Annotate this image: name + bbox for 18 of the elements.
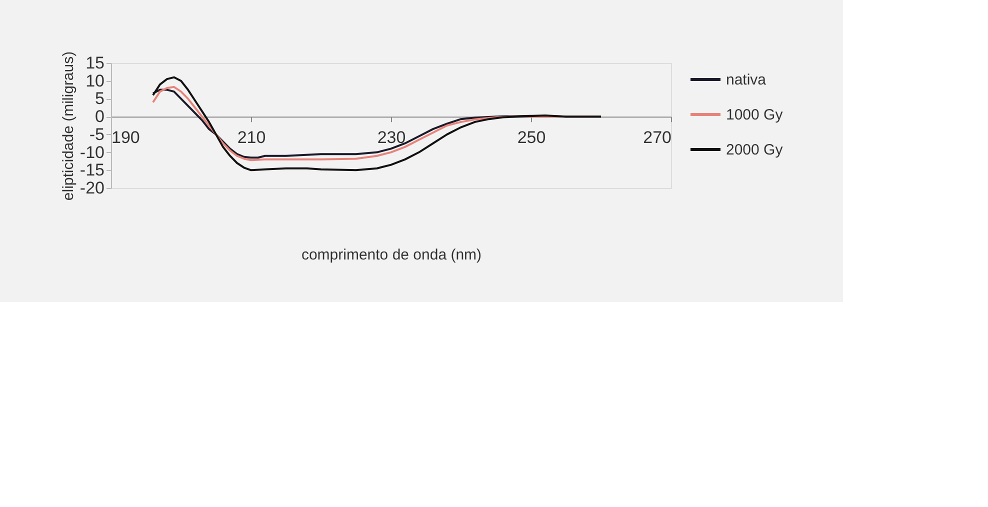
x-tick-label: 230 [377, 128, 406, 148]
x-tick-label: 190 [112, 128, 140, 148]
y-axis-title: elipticidade (miligraus) [60, 51, 77, 201]
y-tick-label: 15 [86, 54, 104, 72]
legend-label: 2000 Gy [726, 142, 784, 158]
y-tick-label: -20 [80, 178, 104, 198]
y-tick-label: -5 [89, 124, 104, 144]
x-tick-label: 250 [517, 128, 546, 148]
x-tick-label: 210 [237, 128, 266, 148]
y-tick-label: 10 [86, 71, 104, 90]
y-tick-label: 0 [95, 107, 104, 126]
legend-label: nativa [726, 72, 767, 88]
y-tick-label: -10 [80, 142, 104, 162]
y-tick-label: 5 [95, 89, 104, 108]
y-tick-label: -15 [80, 160, 104, 180]
x-tick-label: 270 [643, 128, 672, 148]
x-axis-title: comprimento de onda (nm) [301, 246, 482, 264]
legend-label: 1000 Gy [726, 106, 784, 124]
